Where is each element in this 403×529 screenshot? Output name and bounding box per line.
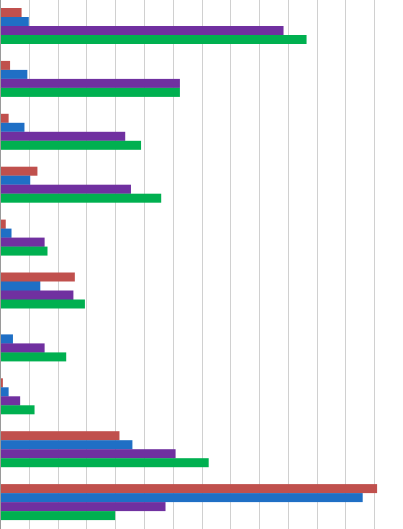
bar-9-series-1 — [0, 431, 120, 441]
bar-7-series-2 — [0, 334, 13, 344]
bar-8-series-4 — [0, 405, 35, 415]
bar-group-2 — [0, 60, 180, 97]
bar-group-8 — [0, 378, 35, 415]
bar-8-series-3 — [0, 396, 21, 406]
bar-8-series-2 — [0, 387, 9, 397]
bar-group-7 — [0, 334, 67, 362]
bar-5-series-4 — [0, 246, 48, 256]
bar-3-series-3 — [0, 131, 126, 141]
bar-6-series-4 — [0, 299, 85, 309]
bar-3-series-2 — [0, 122, 25, 132]
bar-7-series-3 — [0, 343, 45, 353]
bar-4-series-4 — [0, 193, 162, 203]
bar-10-series-1 — [0, 484, 378, 494]
bar-2-series-4 — [0, 87, 180, 97]
bar-8-series-1 — [0, 378, 3, 388]
bar-3-series-1 — [0, 113, 9, 123]
bar-group-6 — [0, 272, 85, 309]
bar-5-series-3 — [0, 237, 45, 247]
bar-9-series-2 — [0, 440, 133, 450]
bar-4-series-3 — [0, 184, 131, 194]
bar-1-series-2 — [0, 17, 29, 26]
bar-group-1 — [0, 8, 307, 44]
bar-2-series-3 — [0, 78, 180, 88]
bar-group-10 — [0, 484, 378, 521]
bar-2-series-1 — [0, 60, 11, 70]
bar-7-series-4 — [0, 352, 67, 362]
bar-10-series-4 — [0, 511, 116, 521]
bar-1-series-3 — [0, 26, 284, 35]
bar-10-series-2 — [0, 493, 363, 503]
bar-4-series-1 — [0, 166, 38, 176]
bar-2-series-2 — [0, 69, 28, 79]
bar-group-9 — [0, 431, 209, 468]
bar-5-series-1 — [0, 219, 6, 229]
bar-group-4 — [0, 166, 162, 203]
bar-5-series-2 — [0, 228, 12, 238]
bar-9-series-3 — [0, 449, 176, 459]
bar-1-series-4 — [0, 35, 307, 44]
bar-6-series-1 — [0, 272, 75, 282]
bar-6-series-2 — [0, 281, 41, 291]
bar-4-series-2 — [0, 175, 31, 185]
bar-1-series-1 — [0, 8, 22, 17]
bars — [0, 8, 378, 521]
bar-6-series-3 — [0, 290, 74, 300]
bar-group-3 — [0, 113, 142, 150]
bar-3-series-4 — [0, 140, 142, 150]
bar-group-5 — [0, 219, 48, 256]
bar-9-series-4 — [0, 458, 209, 468]
bar-10-series-3 — [0, 502, 166, 512]
